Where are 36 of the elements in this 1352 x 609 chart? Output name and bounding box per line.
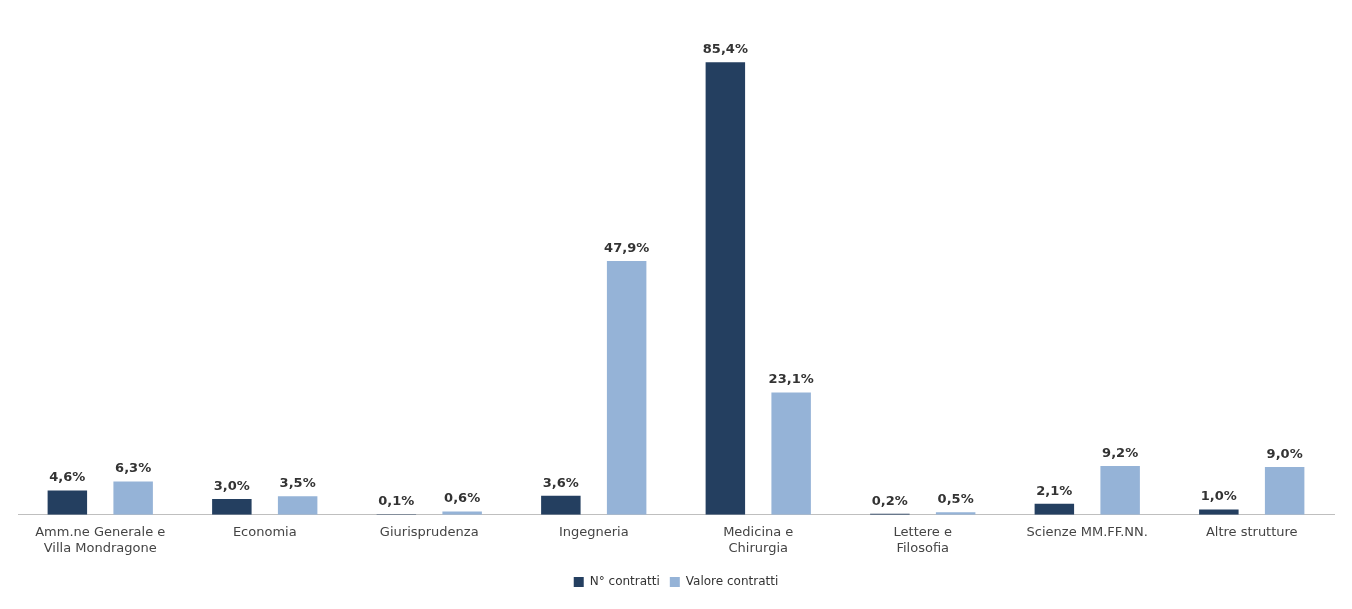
data-label: 23,1%	[768, 371, 814, 387]
data-label: 3,6%	[542, 474, 579, 490]
data-label: 47,9%	[604, 239, 650, 255]
x-tick-label: Amm.ne Generale e Villa Mondragone	[35, 523, 166, 555]
bar	[113, 481, 153, 515]
bar	[705, 62, 746, 515]
data-label: 9,2%	[1102, 444, 1139, 460]
bar	[541, 495, 581, 515]
bar	[606, 261, 647, 515]
legend-label: Valore contratti	[685, 574, 779, 589]
data-label: 2,1%	[1036, 482, 1073, 498]
x-tick-label: Altre strutture	[1205, 523, 1298, 539]
x-tick-label: Giurisprudenza	[379, 523, 479, 539]
x-tick-label: Medicina e Chirurgia	[723, 523, 794, 555]
data-label: 9,0%	[1266, 445, 1303, 461]
bar	[1264, 467, 1305, 515]
data-label: 0,5%	[937, 491, 974, 507]
data-label: 0,6%	[444, 490, 481, 506]
data-label: 1,0%	[1200, 488, 1237, 504]
x-tick-label: Economia	[232, 523, 297, 539]
data-label: 6,3%	[115, 460, 152, 476]
bar	[277, 496, 318, 515]
x-tick-label: Lettere e Filosofia	[893, 523, 952, 555]
bar	[771, 392, 811, 515]
data-label: 0,2%	[871, 492, 908, 508]
bar	[212, 498, 252, 515]
bar	[1100, 466, 1140, 515]
x-tick-label: Scienze MM.FF.NN.	[1026, 523, 1148, 539]
legend-label: N° contratti	[589, 574, 660, 589]
data-label: 4,6%	[49, 469, 86, 485]
data-label: 0,1%	[378, 493, 415, 509]
bar	[47, 490, 88, 515]
data-label: 3,5%	[279, 475, 316, 491]
data-label: 3,0%	[213, 477, 250, 493]
x-tick-label: Ingegneria	[558, 523, 629, 539]
data-label: 85,4%	[702, 41, 748, 57]
